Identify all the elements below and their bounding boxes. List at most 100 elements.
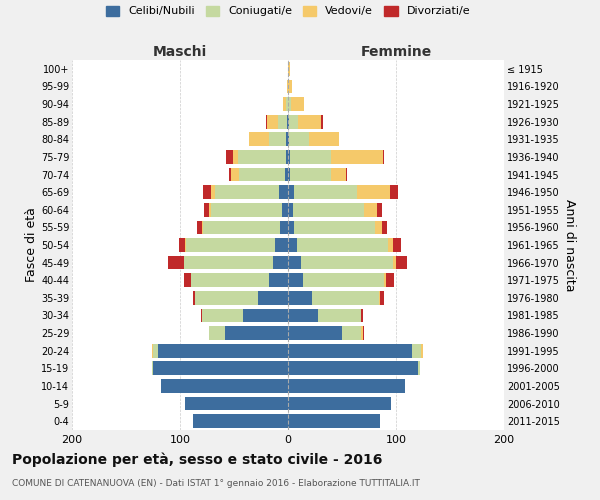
Bar xyxy=(233,150,238,164)
Bar xyxy=(209,326,226,340)
Bar xyxy=(288,396,391,410)
Bar xyxy=(179,238,185,252)
Bar xyxy=(293,203,364,216)
Bar xyxy=(249,132,269,146)
Bar xyxy=(303,274,384,287)
Text: Maschi: Maschi xyxy=(153,45,207,59)
Text: COMUNE DI CATENANUOVA (EN) - Dati ISTAT 1° gennaio 2016 - Elaborazione TUTTITALI: COMUNE DI CATENANUOVA (EN) - Dati ISTAT … xyxy=(12,479,420,488)
Bar xyxy=(278,115,287,128)
Bar xyxy=(195,291,258,304)
Bar xyxy=(298,115,322,128)
Bar xyxy=(393,256,396,270)
Bar xyxy=(301,256,393,270)
Bar xyxy=(346,168,347,181)
Bar xyxy=(288,308,318,322)
Bar xyxy=(288,132,289,146)
Bar xyxy=(288,256,301,270)
Bar xyxy=(204,203,209,216)
Bar xyxy=(281,203,288,216)
Bar xyxy=(288,220,295,234)
Bar xyxy=(226,326,288,340)
Bar xyxy=(289,132,308,146)
Bar xyxy=(242,308,288,322)
Bar xyxy=(288,291,312,304)
Bar xyxy=(273,256,288,270)
Bar xyxy=(185,396,288,410)
Bar xyxy=(364,203,377,216)
Bar xyxy=(203,220,280,234)
Bar xyxy=(280,186,288,199)
Bar xyxy=(376,220,382,234)
Bar xyxy=(239,168,285,181)
Bar xyxy=(231,168,239,181)
Bar xyxy=(412,344,421,358)
Bar xyxy=(386,274,394,287)
Bar xyxy=(288,274,303,287)
Bar xyxy=(153,344,158,358)
Bar xyxy=(152,344,153,358)
Bar xyxy=(286,132,288,146)
Bar xyxy=(379,291,380,304)
Bar xyxy=(295,186,357,199)
Bar xyxy=(193,414,288,428)
Bar xyxy=(288,362,418,375)
Bar xyxy=(153,362,288,375)
Text: Popolazione per età, sesso e stato civile - 2016: Popolazione per età, sesso e stato civil… xyxy=(12,452,382,467)
Bar xyxy=(389,186,398,199)
Bar xyxy=(287,80,288,94)
Bar xyxy=(215,186,280,199)
Bar xyxy=(383,150,384,164)
Legend: Celibi/Nubili, Coniugati/e, Vedovi/e, Divorziati/e: Celibi/Nubili, Coniugati/e, Vedovi/e, Di… xyxy=(106,6,470,16)
Bar xyxy=(285,168,288,181)
Bar xyxy=(161,379,288,393)
Bar xyxy=(377,203,382,216)
Bar xyxy=(288,150,290,164)
Bar xyxy=(380,291,384,304)
Bar xyxy=(288,80,292,94)
Bar xyxy=(266,115,268,128)
Bar xyxy=(193,291,195,304)
Bar xyxy=(393,238,401,252)
Bar xyxy=(342,326,361,340)
Bar xyxy=(258,291,288,304)
Bar xyxy=(290,168,331,181)
Bar xyxy=(331,150,383,164)
Bar xyxy=(288,238,296,252)
Bar xyxy=(296,238,388,252)
Bar xyxy=(209,203,211,216)
Bar xyxy=(280,220,288,234)
Y-axis label: Anni di nascita: Anni di nascita xyxy=(563,198,577,291)
Bar xyxy=(288,414,380,428)
Bar xyxy=(197,220,202,234)
Bar xyxy=(226,150,233,164)
Bar xyxy=(382,220,388,234)
Bar xyxy=(286,97,288,111)
Bar xyxy=(362,326,364,340)
Bar xyxy=(418,362,420,375)
Bar xyxy=(288,62,290,76)
Bar xyxy=(288,97,291,111)
Bar xyxy=(202,220,203,234)
Bar xyxy=(184,256,273,270)
Bar xyxy=(286,150,288,164)
Bar xyxy=(384,274,386,287)
Bar xyxy=(289,115,298,128)
Bar xyxy=(288,326,342,340)
Bar xyxy=(152,362,153,375)
Bar xyxy=(388,238,393,252)
Bar xyxy=(185,238,187,252)
Bar xyxy=(288,186,295,199)
Bar xyxy=(202,308,242,322)
Bar xyxy=(291,97,304,111)
Bar xyxy=(288,344,412,358)
Bar xyxy=(312,291,379,304)
Bar xyxy=(191,274,269,287)
Bar xyxy=(238,150,286,164)
Text: Femmine: Femmine xyxy=(361,45,431,59)
Bar xyxy=(268,115,278,128)
Bar xyxy=(318,308,361,322)
Bar xyxy=(187,238,275,252)
Bar xyxy=(288,168,290,181)
Bar xyxy=(158,344,288,358)
Bar xyxy=(361,308,362,322)
